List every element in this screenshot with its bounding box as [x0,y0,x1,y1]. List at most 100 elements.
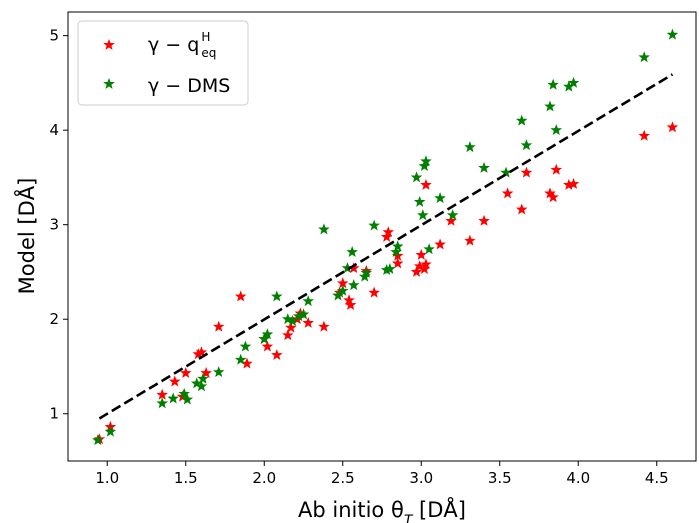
data-point [515,203,528,215]
data-point [368,286,380,298]
plot-frame [67,11,697,462]
data-point [420,258,432,270]
series-2 [92,28,679,446]
data-point [347,279,360,291]
data-point [410,171,423,183]
data-point [271,349,283,361]
legend-label-series-1-sup: H [201,30,210,44]
data-point [302,316,314,328]
data-point [318,223,330,235]
data-point [446,209,459,221]
data-point [168,375,181,387]
data-point [391,240,404,252]
data-point [420,155,432,167]
data-point [92,434,104,446]
x-axis-label-subscript: T [404,513,414,523]
data-point [445,214,457,226]
data-point [550,163,563,175]
data-point [234,290,247,302]
data-point [515,114,528,126]
data-point [410,265,423,277]
data-point [318,320,330,332]
data-point [343,294,355,306]
data-point [200,367,212,378]
data-point [261,328,274,340]
data-point [336,284,349,296]
x-tick-label: 1.0 [95,469,119,487]
legend-star [103,77,115,89]
x-tick-label: 4.0 [566,469,590,487]
data-point [212,366,225,378]
data-point [368,219,380,231]
data-point [178,387,190,399]
data-point [282,313,294,325]
data-point [478,161,490,173]
data-point [550,124,563,136]
data-point [415,248,428,260]
data-point [547,78,559,90]
data-point [271,290,283,302]
legend-star [103,38,115,50]
data-point [638,51,650,63]
data-point [212,320,225,332]
data-point [282,329,294,341]
data-point [638,129,650,141]
legend-label-series-1-main: γ − q [148,34,199,56]
data-point [181,393,194,405]
data-point [234,353,247,365]
x-axis-label: Ab initio θT [DÅ] [298,496,466,523]
data-point [666,121,679,133]
data-point [239,340,252,352]
y-tick-label: 1 [49,405,59,423]
data-point [104,425,117,437]
x-axis-label-main: Ab initio θ [298,498,404,522]
data-point [420,178,432,190]
data-point [464,234,476,246]
data-point [423,243,435,255]
data-point [544,100,556,112]
x-tick-label: 2.5 [331,469,355,487]
y-tick-label: 4 [49,121,59,139]
data-point [501,187,514,199]
legend-box [77,20,249,106]
data-point [567,76,580,88]
data-point [195,380,208,392]
data-point [382,226,395,238]
data-point [520,139,533,151]
data-point [261,340,274,352]
data-point [285,321,297,333]
x-axis-label-unit: [DÅ] [412,496,466,522]
series-layer [92,28,679,446]
x-tick-label: 1.5 [174,469,198,487]
y-axis-label: Model [DÅ] [13,178,39,295]
data-point [179,367,192,378]
ticks-layer: 1.0 1.5 2.0 2.5 3.0 3.5 4.0 4.5 1 2 3 4 5 [49,27,668,487]
data-point [478,214,490,226]
y-tick-label: 2 [49,310,59,328]
data-point [195,346,208,358]
y-tick-label: 3 [49,216,59,234]
legend-marker-series-1 [103,38,115,50]
y-tick-label: 5 [49,27,59,45]
data-point [297,308,310,320]
data-point [156,388,168,400]
fit-line [98,73,674,420]
data-point [156,397,168,409]
x-tick-label: 2.0 [252,469,276,487]
legend-marker-series-2 [103,77,115,89]
data-point [360,266,373,278]
data-point [417,209,429,221]
data-point [547,191,559,203]
data-point [384,263,396,275]
data-point [344,298,357,310]
data-point [434,238,446,250]
data-point [567,177,580,189]
legend-label-series-1-sub: eq [201,46,216,60]
data-point [464,141,476,153]
data-point [197,372,209,384]
data-point [302,295,314,307]
data-point [167,392,179,404]
